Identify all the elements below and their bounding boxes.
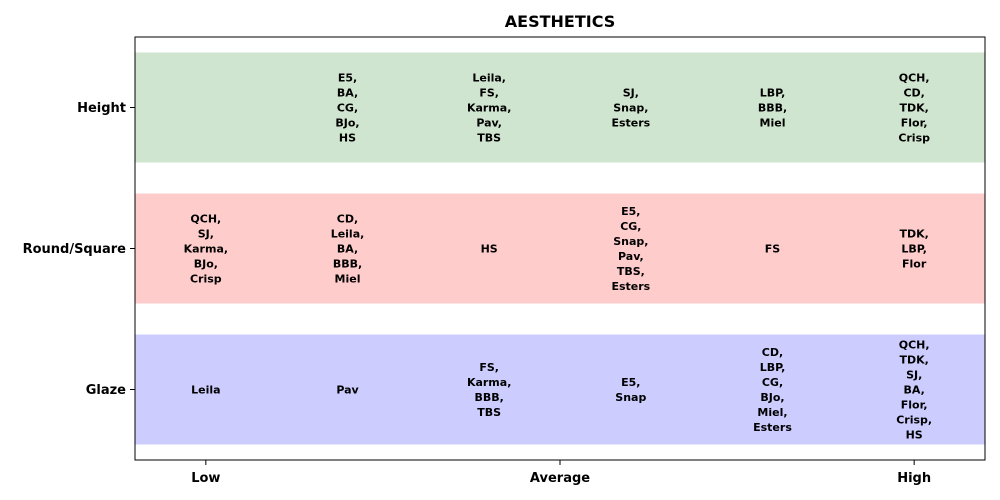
cell-label: E5, BA, CG, BJo, HS (335, 72, 359, 145)
cell-label: QCH, CD, TDK, Flor, Crisp (898, 72, 930, 145)
cell-label: Pav (336, 384, 359, 397)
cell-label: QCH, SJ, Karma, BJo, Crisp (184, 213, 228, 286)
row-band-glaze (135, 334, 985, 445)
cell-label: FS, Karma, BBB, TBS (467, 361, 511, 419)
cell-label: Leila, FS, Karma, Pav, TBS (467, 72, 511, 145)
cell-label: LBP, BBB, Miel (758, 87, 787, 130)
cell-label: QCH, TDK, SJ, BA, Flor, Crisp, HS (896, 339, 932, 442)
y-tick-label: Round/Square (23, 242, 127, 257)
cell-label: Leila (191, 384, 220, 397)
row-band-round-square (135, 193, 985, 304)
cell-label: SJ, Snap, Esters (611, 87, 650, 130)
row-band-height (135, 52, 985, 163)
cell-label: CD, LBP, CG, BJo, Miel, Esters (753, 346, 792, 434)
x-tick-label: High (897, 471, 931, 486)
chart-title: AESTHETICS (504, 12, 616, 31)
x-tick-label: Average (530, 471, 590, 486)
y-tick-label: Height (77, 101, 126, 116)
cell-label: HS (481, 243, 498, 256)
cell-label: E5, Snap (615, 376, 646, 404)
x-tick-label: Low (191, 471, 220, 486)
cell-label: E5, CG, Snap, Pav, TBS, Esters (611, 205, 650, 293)
cell-label: FS (765, 243, 781, 256)
cell-label: TDK, LBP, Flor (899, 228, 928, 271)
y-tick-label: Glaze (86, 383, 126, 398)
cell-label: CD, Leila, BA, BBB, Miel (331, 213, 365, 286)
